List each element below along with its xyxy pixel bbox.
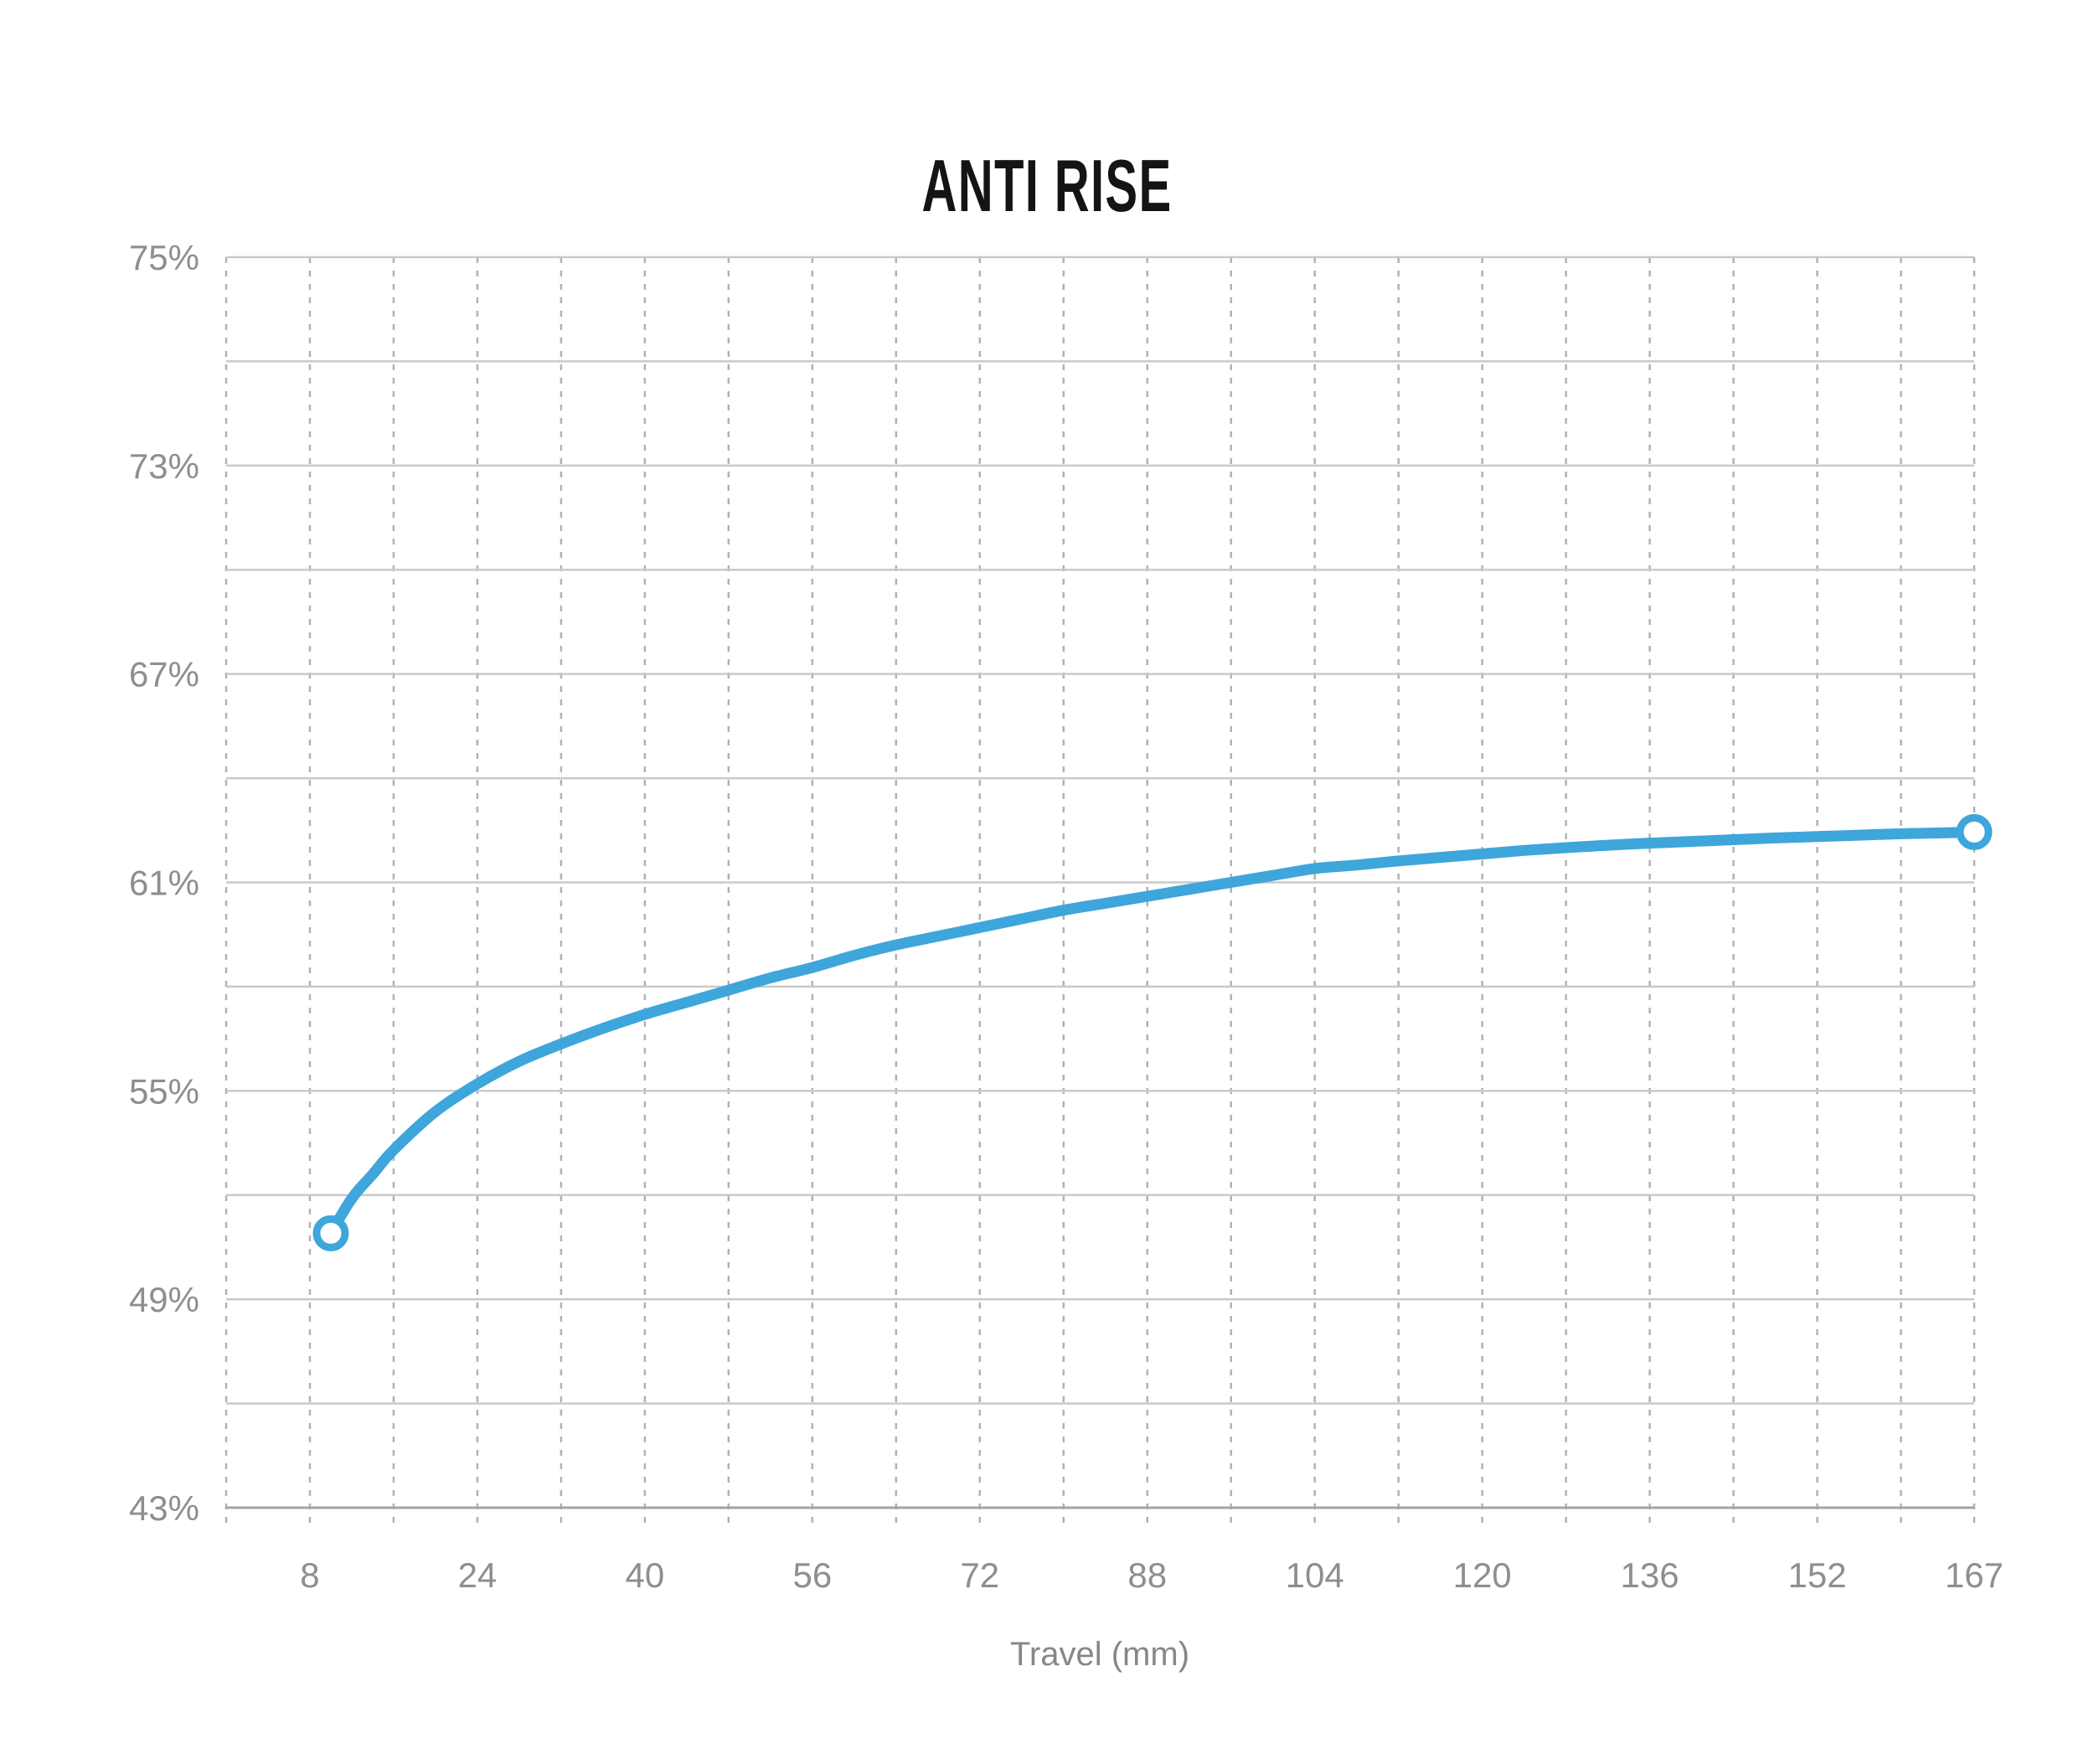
y-tick-label: 73% <box>129 446 199 486</box>
x-tick-label: 136 <box>1621 1555 1679 1595</box>
x-tick-label: 24 <box>458 1555 498 1595</box>
x-tick-label: 40 <box>626 1555 665 1595</box>
tick-layer: 75% 73% 67% 61% 55% 49% 43% 8 24 40 56 72 88 104 120 13… <box>129 238 2004 1595</box>
x-tick-label: 167 <box>1945 1555 2004 1595</box>
y-tick-label: 49% <box>129 1280 199 1319</box>
series-layer <box>312 813 1993 1251</box>
x-tick-label: 72 <box>960 1555 999 1595</box>
chart-title: ANTI RISE <box>921 145 1172 227</box>
y-tick-label: 55% <box>129 1071 199 1111</box>
y-tick-label: 67% <box>129 655 199 694</box>
y-tick-label: 43% <box>129 1488 199 1528</box>
y-tick-label: 75% <box>129 238 199 277</box>
grid-layer <box>224 255 1976 1526</box>
x-tick-label: 120 <box>1453 1555 1512 1595</box>
x-tick-label: 56 <box>792 1555 832 1595</box>
x-tick-label: 152 <box>1788 1555 1847 1595</box>
y-tick-label: 61% <box>129 864 199 903</box>
endpoint-marker <box>312 1215 349 1251</box>
x-tick-label: 8 <box>300 1555 319 1595</box>
x-axis-title: Travel (mm) <box>1010 1636 1189 1673</box>
x-tick-label: 104 <box>1286 1555 1344 1595</box>
x-tick-label: 88 <box>1127 1555 1167 1595</box>
series-line <box>325 826 1980 1239</box>
endpoint-marker <box>1956 813 1993 850</box>
